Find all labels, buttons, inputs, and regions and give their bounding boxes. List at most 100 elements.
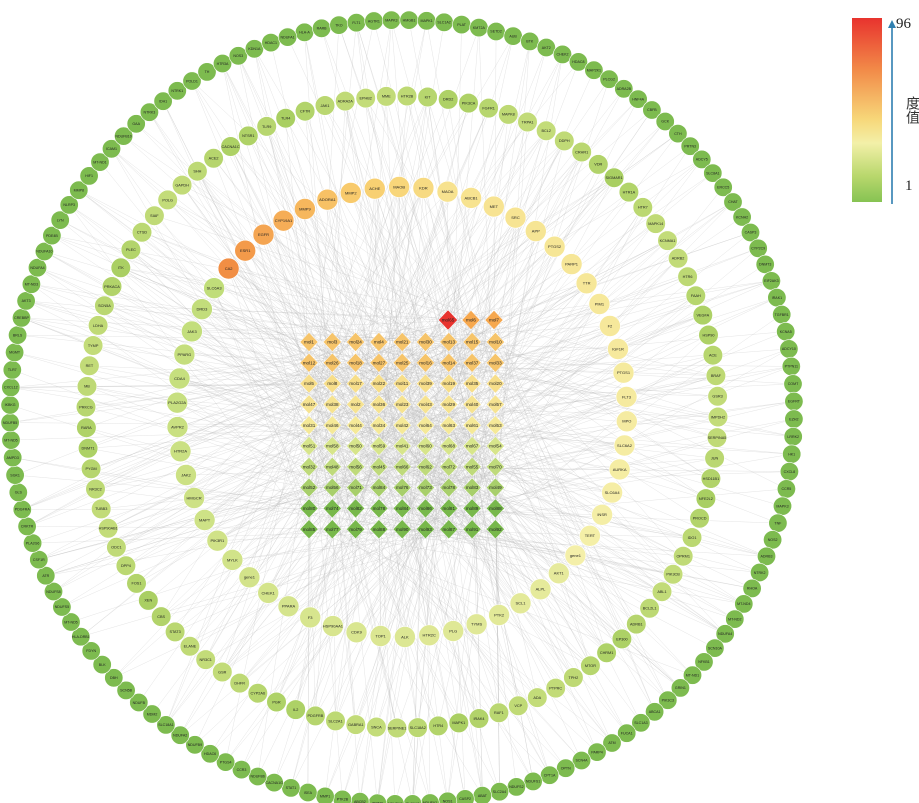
gene-node-label: TYMS [471, 622, 482, 627]
compound-node-label: mol66 [396, 464, 409, 469]
gene-node-shape [27, 258, 47, 278]
gene-node-shape [596, 642, 617, 663]
gene-node-label: JUN [711, 457, 719, 461]
gene-node: PLCG2 [599, 69, 619, 89]
gene-node-label: PTK2B [337, 798, 349, 802]
gene-node: ADORA1 [316, 188, 339, 211]
compound-node-shape [439, 456, 459, 477]
gene-node-shape [547, 562, 570, 585]
gene-node-shape [713, 177, 733, 197]
compound-node: mol66 [392, 456, 412, 477]
gene-node-label: ATM [608, 741, 615, 745]
gene-node-label: NDUFB10 [115, 134, 131, 138]
gene-node-shape [681, 527, 703, 548]
gene-node: CYP19A1 [272, 209, 295, 232]
gene-node: RHOA [742, 578, 762, 598]
gene-node: VDR [588, 154, 609, 175]
compound-node-label: mol76 [396, 485, 409, 490]
gene-node-shape [139, 102, 159, 122]
gene-node: BRAF [705, 365, 727, 386]
gene-node-shape [126, 114, 146, 134]
compound-node-label: mol2 [351, 402, 361, 407]
edge [89, 365, 310, 405]
gene-node: CTH [668, 124, 688, 144]
gene-node-label: SLC18A1 [158, 723, 173, 727]
gene-node: NR3C2 [85, 478, 106, 500]
edge [495, 207, 643, 426]
gene-node-label: AKT1 [554, 571, 565, 576]
compound-node: mol78 [439, 477, 459, 498]
edge [245, 250, 449, 447]
edge [239, 508, 449, 684]
gene-node: CRKTR [17, 516, 37, 536]
edge [448, 458, 715, 509]
gene-node-label: DPP4 [121, 564, 131, 568]
edge [448, 362, 663, 592]
gene-node-label: CREBBP [14, 316, 29, 320]
gene-node: KCNA5 [776, 322, 796, 342]
gene-node: MB [76, 376, 98, 397]
gene-node: SERPINE1 [386, 717, 408, 739]
edge [495, 508, 559, 574]
gene-node-shape [580, 655, 601, 676]
compound-node-shape [369, 394, 389, 415]
gene-node-label: IRAK4 [474, 717, 485, 721]
gene-node-shape [335, 90, 356, 112]
gene-node-shape [564, 544, 587, 567]
edge [209, 425, 426, 754]
gene-node-label: CBS [157, 615, 165, 619]
gene-node-shape [388, 176, 410, 198]
gene-node-shape [554, 130, 575, 151]
compound-node: mol7 [484, 310, 504, 330]
gene-node-shape [658, 690, 678, 710]
gene-node: EPHB2 [355, 87, 376, 109]
compound-node-shape [439, 519, 459, 540]
gene-node: IKBKG [0, 395, 20, 415]
compound-node: mol50 [346, 436, 365, 456]
edge [308, 20, 375, 343]
compound-node-shape [392, 456, 412, 477]
gene-node: TYMS [465, 613, 488, 636]
edge [308, 341, 473, 530]
gene-node: NR3C1 [195, 649, 216, 670]
gene-node-label: ISEA [304, 791, 313, 795]
gene-node-label: BCL2L1 [643, 607, 657, 611]
gene-node: PROCD [689, 508, 710, 529]
gene-node-shape [750, 562, 770, 582]
edge [471, 341, 591, 666]
gene-node: IRAK4 [468, 708, 490, 729]
edge [108, 425, 473, 529]
edge [308, 140, 565, 467]
gene-node: SERPINA5 [706, 427, 728, 448]
gene-node-shape [169, 440, 192, 463]
gene-node-label: DRD2 [443, 98, 453, 102]
gene-node-label: SLC6A2 [617, 443, 633, 448]
gene-node-shape [442, 620, 465, 642]
gene-node-label: MT-ND1 [686, 673, 699, 677]
gene-node: COMT [783, 374, 803, 394]
edge [427, 96, 495, 321]
gene-node: CTSD [131, 222, 153, 243]
gene-node-shape [517, 111, 538, 133]
gene-node-label: MT-ND2 [728, 617, 741, 621]
gene-node: RARA [76, 417, 97, 438]
gene-node-shape [642, 100, 662, 120]
gene-node: PIM1 [588, 293, 611, 315]
edge [448, 362, 627, 398]
gene-node: NDUFA8 [385, 794, 405, 803]
gene-node-shape [197, 62, 217, 82]
color-gradient-bar [852, 18, 882, 202]
gene-node-label: AURKA [613, 467, 627, 472]
edge [332, 445, 534, 782]
gene-node-label: F3 [308, 615, 313, 620]
compound-node-label: mol7 [489, 318, 499, 323]
gene-node-label: COMT [788, 382, 799, 386]
gene-node-shape [232, 760, 252, 780]
gene-node-shape [322, 615, 344, 637]
gene-node: MPO [615, 410, 638, 433]
gene-node-label: NFE2L2 [699, 497, 713, 501]
gene-node-label: HSP90 [702, 333, 714, 337]
compound-node-label: mol64 [419, 423, 432, 428]
gene-node: CHEK1 [257, 582, 280, 604]
edge [378, 362, 473, 509]
